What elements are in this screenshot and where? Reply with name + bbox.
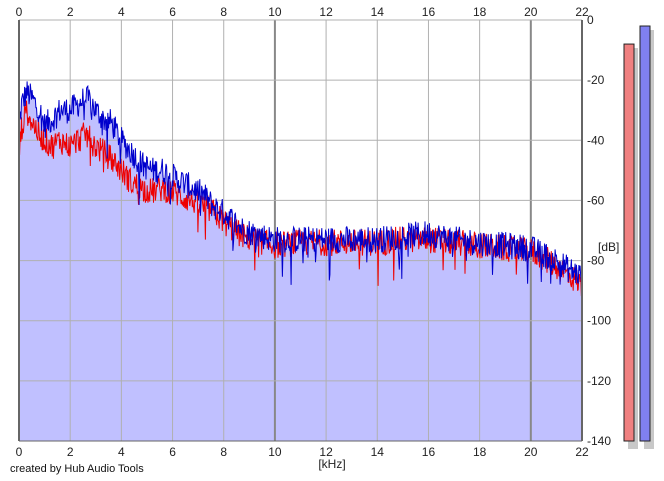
y-tick-label: -140	[587, 434, 611, 448]
x-tick-label-bottom: 6	[169, 445, 176, 459]
meter-bar-0	[623, 43, 635, 442]
x-tick-label-bottom: 10	[268, 445, 282, 459]
y-tick-label: -60	[587, 193, 605, 207]
x-tick-label-top: 18	[473, 5, 487, 19]
x-tick-label-top: 4	[118, 5, 125, 19]
meter-bar-1	[639, 25, 651, 442]
x-tick-label-top: 14	[371, 5, 385, 19]
x-axis-label: [kHz]	[318, 457, 345, 471]
x-tick-label-bottom: 22	[575, 445, 589, 459]
x-tick-label-bottom: 12	[319, 445, 333, 459]
x-tick-label-bottom: 20	[524, 445, 538, 459]
x-tick-label-top: 0	[16, 5, 23, 19]
y-tick-label: -80	[587, 254, 605, 268]
y-axis-label: [dB]	[598, 240, 619, 254]
x-tick-label-top: 2	[67, 5, 74, 19]
x-tick-label-top: 16	[422, 5, 436, 19]
x-tick-label-top: 6	[169, 5, 176, 19]
x-tick-label-top: 22	[575, 5, 589, 19]
x-tick-label-bottom: 2	[67, 445, 74, 459]
spectrum-fill	[19, 81, 582, 442]
y-tick-label: -40	[587, 133, 605, 147]
x-tick-label-bottom: 18	[473, 445, 487, 459]
x-tick-label-top: 20	[524, 5, 538, 19]
series-line-1	[18, 100, 583, 297]
x-tick-label-bottom: 8	[220, 445, 227, 459]
y-tick-label: -100	[587, 314, 611, 328]
y-tick-label: -20	[587, 73, 605, 87]
series-line-0	[18, 81, 583, 285]
x-tick-label-top: 12	[319, 5, 333, 19]
credit-text: created by Hub Audio Tools	[10, 463, 144, 475]
y-tick-label: -120	[587, 374, 611, 388]
x-tick-label-bottom: 14	[371, 445, 385, 459]
x-tick-label-top: 8	[220, 5, 227, 19]
x-tick-label-bottom: 4	[118, 445, 125, 459]
x-tick-label-top: 10	[268, 5, 282, 19]
y-tick-label: 0	[587, 13, 594, 27]
x-tick-label-bottom: 0	[16, 445, 23, 459]
x-tick-label-bottom: 16	[422, 445, 436, 459]
